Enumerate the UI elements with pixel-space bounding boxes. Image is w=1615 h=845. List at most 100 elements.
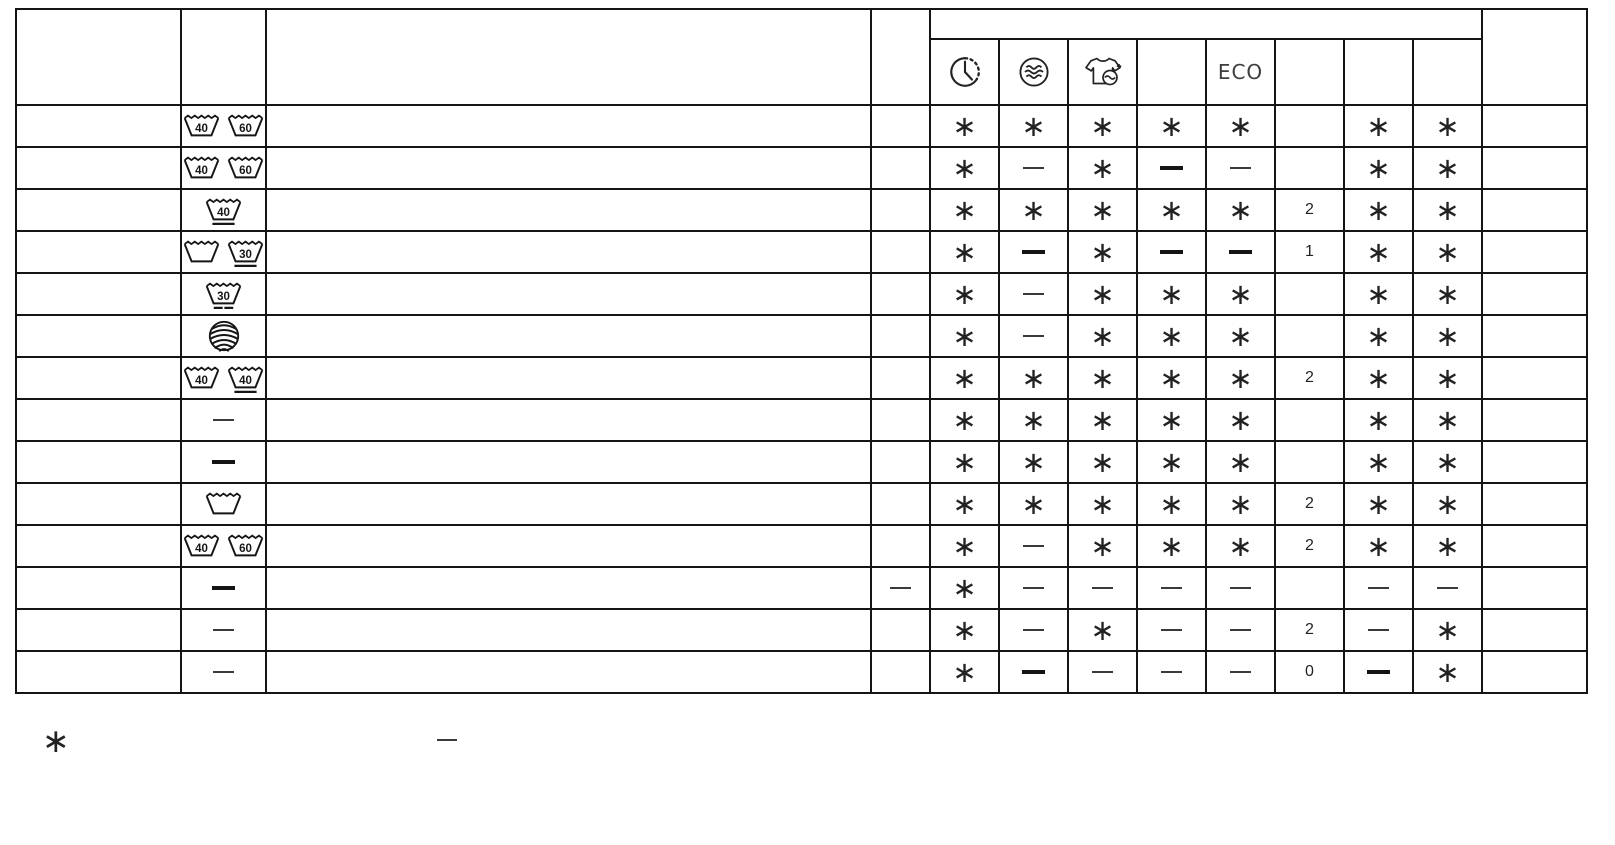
option-cell bbox=[1274, 146, 1345, 190]
asterisk-symbol: ∗ bbox=[1366, 108, 1391, 143]
notes-cell bbox=[1481, 608, 1588, 652]
asterisk-symbol: ∗ bbox=[1228, 108, 1253, 143]
option-cell: ∗ bbox=[1136, 104, 1207, 148]
asterisk-symbol: ∗ bbox=[1159, 444, 1184, 479]
notes-cell bbox=[1481, 188, 1588, 232]
asterisk-symbol: ∗ bbox=[1435, 402, 1460, 437]
option-cell: ∗ bbox=[1343, 356, 1414, 400]
asterisk-symbol: ∗ bbox=[1435, 360, 1460, 395]
asterisk-symbol: ∗ bbox=[1090, 150, 1115, 185]
description-cell bbox=[265, 608, 872, 652]
description-cell bbox=[265, 146, 872, 190]
dash-symbol bbox=[1230, 670, 1251, 673]
option-cell bbox=[998, 272, 1069, 316]
program-cell bbox=[15, 146, 182, 190]
notes-cell bbox=[1481, 440, 1588, 484]
program-row: 40 ∗ ∗ ∗ ∗ ∗ 2 ∗ ∗ bbox=[15, 188, 1588, 232]
svg-text:60: 60 bbox=[239, 164, 252, 176]
dash-symbol bbox=[1368, 586, 1389, 589]
option-cell: ∗ bbox=[1343, 104, 1414, 148]
legend-dash-symbol bbox=[437, 739, 457, 741]
wash-tub-symbol bbox=[183, 240, 220, 262]
asterisk-symbol: ∗ bbox=[1021, 402, 1046, 437]
care-symbols-cell bbox=[180, 398, 267, 442]
option-cell: ∗ bbox=[1067, 104, 1138, 148]
option-cell: ∗ bbox=[1343, 524, 1414, 568]
dash-symbol bbox=[1092, 586, 1113, 589]
program-row: ∗ ∗ ∗ ∗ ∗ ∗ ∗ bbox=[15, 440, 1588, 484]
option-cell: ∗ bbox=[1067, 524, 1138, 568]
dash-symbol bbox=[1023, 334, 1044, 337]
option-cell bbox=[1136, 230, 1207, 274]
option-cell bbox=[998, 230, 1069, 274]
asterisk-symbol: ∗ bbox=[1090, 234, 1115, 269]
option-cell: ∗ bbox=[929, 272, 1000, 316]
program-row: 40 60 ∗ ∗ ∗ ∗ bbox=[15, 146, 1588, 190]
detergent-cell bbox=[870, 104, 931, 148]
asterisk-symbol: ∗ bbox=[1435, 654, 1460, 689]
option-cell: ∗ bbox=[998, 398, 1069, 442]
option-cell: ∗ bbox=[929, 440, 1000, 484]
dash-symbol bbox=[1230, 586, 1251, 589]
asterisk-symbol: ∗ bbox=[952, 612, 977, 647]
svg-text:40: 40 bbox=[239, 374, 252, 386]
wash-tub-symbol: 60 bbox=[227, 534, 264, 556]
program-cell bbox=[15, 440, 182, 484]
care-symbols-cell: 40 40 bbox=[180, 356, 267, 400]
asterisk-symbol: ∗ bbox=[1090, 318, 1115, 353]
option-cell: ∗ bbox=[929, 608, 1000, 652]
option-cell: ∗ bbox=[929, 398, 1000, 442]
option-cell: ∗ bbox=[1067, 440, 1138, 484]
option-cell bbox=[1274, 566, 1345, 610]
option-cell: ∗ bbox=[1136, 482, 1207, 526]
option-cell: ∗ bbox=[1205, 356, 1276, 400]
wool-symbol bbox=[208, 320, 239, 352]
detergent-cell bbox=[870, 608, 931, 652]
asterisk-symbol: ∗ bbox=[952, 486, 977, 521]
asterisk-symbol: ∗ bbox=[1090, 444, 1115, 479]
wash-tub-symbol: 60 bbox=[227, 156, 264, 178]
option-cell: 2 bbox=[1274, 482, 1345, 526]
option-cell: ∗ bbox=[1343, 230, 1414, 274]
program-column-header bbox=[15, 8, 182, 106]
notes-cell bbox=[1481, 398, 1588, 442]
asterisk-symbol: ∗ bbox=[1228, 528, 1253, 563]
asterisk-symbol: ∗ bbox=[1435, 486, 1460, 521]
care-symbols-cell bbox=[180, 314, 267, 358]
option-cell: ∗ bbox=[998, 356, 1069, 400]
option-column-header bbox=[1067, 38, 1138, 106]
option-cell bbox=[1343, 566, 1414, 610]
notes-cell bbox=[1481, 104, 1588, 148]
asterisk-symbol: ∗ bbox=[1021, 360, 1046, 395]
option-cell: ∗ bbox=[1343, 272, 1414, 316]
program-row: ∗ ∗ ∗ ∗ ∗ ∗ ∗ bbox=[15, 398, 1588, 442]
description-cell bbox=[265, 314, 872, 358]
notes-cell bbox=[1481, 566, 1588, 610]
svg-text:40: 40 bbox=[195, 542, 208, 554]
notes-cell bbox=[1481, 314, 1588, 358]
option-cell: ∗ bbox=[929, 314, 1000, 358]
option-cell: ∗ bbox=[1412, 608, 1483, 652]
asterisk-symbol: ∗ bbox=[1021, 486, 1046, 521]
asterisk-symbol: ∗ bbox=[952, 528, 977, 563]
asterisk-symbol: ∗ bbox=[1435, 150, 1460, 185]
asterisk-symbol: ∗ bbox=[1435, 318, 1460, 353]
dash-symbol bbox=[1230, 166, 1251, 169]
option-cell bbox=[998, 608, 1069, 652]
option-cell: ∗ bbox=[1343, 146, 1414, 190]
clock-icon bbox=[949, 57, 980, 87]
option-cell: ∗ bbox=[1136, 398, 1207, 442]
asterisk-symbol: ∗ bbox=[1228, 444, 1253, 479]
option-cell: ∗ bbox=[1067, 188, 1138, 232]
option-cell: ∗ bbox=[1343, 440, 1414, 484]
detergent-cell bbox=[870, 524, 931, 568]
option-cell: ∗ bbox=[1412, 482, 1483, 526]
option-cell: ∗ bbox=[929, 104, 1000, 148]
option-cell bbox=[998, 146, 1069, 190]
option-cell: ∗ bbox=[1412, 104, 1483, 148]
program-row: ∗ ∗ ∗ ∗ ∗ 2 ∗ ∗ bbox=[15, 482, 1588, 526]
option-cell bbox=[1205, 608, 1276, 652]
option-cell bbox=[1274, 314, 1345, 358]
option-cell: ∗ bbox=[929, 146, 1000, 190]
svg-text:40: 40 bbox=[217, 206, 230, 218]
